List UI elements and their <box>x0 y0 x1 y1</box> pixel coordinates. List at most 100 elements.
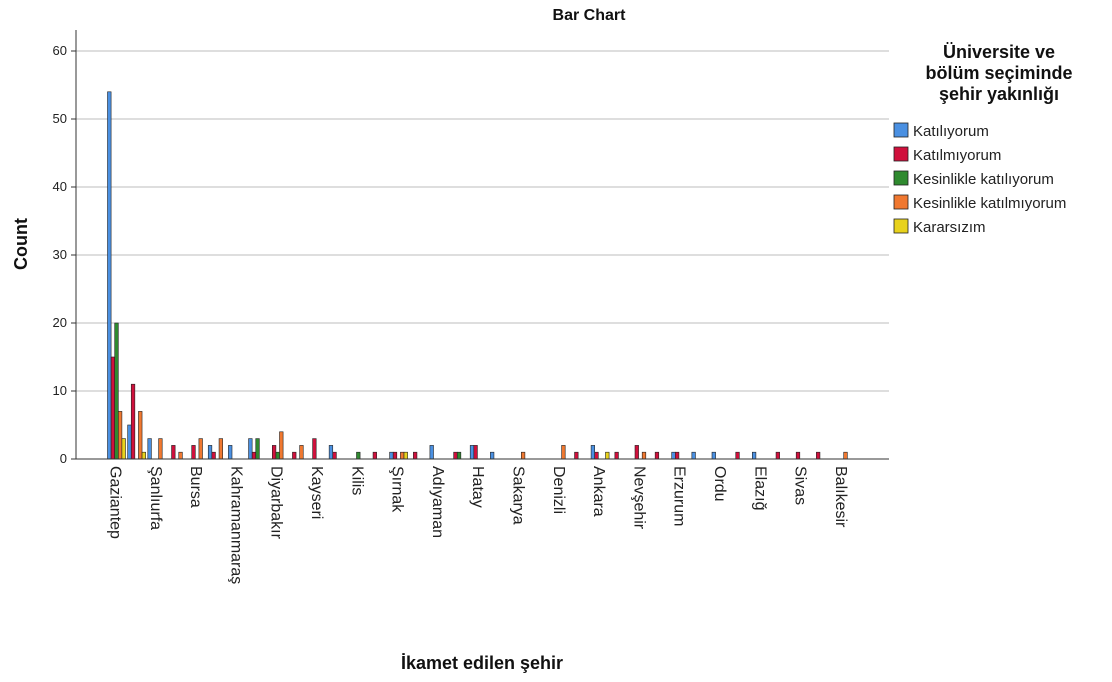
bar <box>469 445 475 460</box>
legend-item: Kararsızım <box>893 218 986 236</box>
bar <box>158 438 163 460</box>
bar <box>691 451 696 460</box>
bar <box>299 445 304 460</box>
bar <box>127 424 132 460</box>
category-group <box>520 451 526 460</box>
bar <box>228 445 233 460</box>
bar <box>118 411 123 460</box>
bar <box>255 438 260 460</box>
y-tick-label: 30 <box>53 247 67 262</box>
legend-label: Kesinlikle katılıyorum <box>913 171 1054 188</box>
bar <box>356 451 361 460</box>
category-group <box>816 451 821 460</box>
category-group <box>590 445 610 460</box>
bar <box>218 438 223 460</box>
category-group <box>191 438 203 460</box>
category-group <box>413 451 418 460</box>
category-group <box>107 91 126 460</box>
x-tick-label: Erzurum <box>671 466 688 526</box>
x-tick-label: Elazığ <box>751 466 768 510</box>
bar <box>634 445 639 460</box>
bar <box>171 445 176 460</box>
legend-title: Üniversite ve bölüm seçiminde şehir yakınl… <box>925 42 1072 104</box>
x-tick-label: Sivas <box>792 466 809 505</box>
legend-swatch <box>893 218 909 234</box>
category-group <box>328 445 337 460</box>
bar <box>456 451 462 460</box>
category-group <box>248 438 260 460</box>
category-group <box>389 451 408 460</box>
category-group <box>671 451 680 460</box>
category-group <box>561 445 566 460</box>
legend: Katılıyorum Katılmıyorum Kesinlikle katılı… <box>893 122 1066 236</box>
y-tick-label: 50 <box>53 111 67 126</box>
bar <box>654 451 660 460</box>
legend-item: Kesinlikle katılıyorum <box>893 170 1054 188</box>
bar <box>561 445 566 460</box>
bar <box>147 438 152 460</box>
legend-label: Katılıyorum <box>913 123 989 140</box>
legend-item: Katılmıyorum <box>893 146 1001 164</box>
bar <box>114 322 119 460</box>
x-tick-label: Şanlıurfa <box>147 466 164 530</box>
bar <box>121 438 126 460</box>
category-group <box>292 445 304 460</box>
bar <box>292 451 297 460</box>
x-tick-label: Kilis <box>348 466 365 495</box>
bar <box>328 445 334 460</box>
bar <box>605 451 610 460</box>
category-group <box>271 431 284 460</box>
legend-item: Kesinlikle katılmıyorum <box>893 194 1066 212</box>
category-group <box>654 451 660 460</box>
x-tick-label: Diyarbakır <box>268 466 285 540</box>
category-group <box>429 445 434 460</box>
bar <box>490 451 495 460</box>
gridlines <box>71 50 889 460</box>
x-tick-label: Ordu <box>711 466 728 502</box>
legend-label: Katılmıyorum <box>913 147 1001 164</box>
category-group <box>490 451 495 460</box>
x-tick-label: Gaziantep <box>107 466 124 539</box>
y-tick-label: 20 <box>53 315 67 330</box>
category-group <box>795 451 801 460</box>
bar <box>413 451 418 460</box>
legend-swatch <box>893 146 909 162</box>
y-tick-labels: 0 10 20 30 40 50 60 <box>53 43 67 466</box>
bar <box>271 445 277 460</box>
bar <box>400 451 405 460</box>
bar <box>429 445 434 460</box>
category-group <box>735 451 740 460</box>
bar <box>674 451 680 460</box>
category-group <box>207 438 223 460</box>
category-group <box>372 451 377 460</box>
bar <box>248 438 253 460</box>
bar <box>275 451 280 460</box>
category-group <box>691 451 696 460</box>
x-tick-label: Nevşehir <box>630 466 647 530</box>
legend-swatch <box>893 122 909 138</box>
y-tick-label: 40 <box>53 179 67 194</box>
x-tick-label: Sakarya <box>510 466 527 525</box>
legend-label: Kararsızım <box>913 219 986 236</box>
bar <box>775 451 780 460</box>
bar <box>453 451 458 460</box>
category-group <box>171 445 183 460</box>
bar <box>711 451 716 460</box>
x-tick-label: Hatay <box>469 466 486 508</box>
y-tick-label: 0 <box>60 451 67 466</box>
category-group <box>574 451 579 460</box>
category-group <box>711 451 716 460</box>
bar <box>392 451 398 460</box>
x-tick-label: Ankara <box>590 466 607 517</box>
bar <box>372 451 377 460</box>
category-group <box>775 451 780 460</box>
bar <box>590 445 595 460</box>
bar <box>332 451 337 460</box>
category-group <box>843 451 848 460</box>
category-group <box>312 438 317 460</box>
category-group <box>356 451 361 460</box>
category-group <box>147 438 163 460</box>
bar <box>520 451 526 460</box>
category-group <box>469 445 478 460</box>
